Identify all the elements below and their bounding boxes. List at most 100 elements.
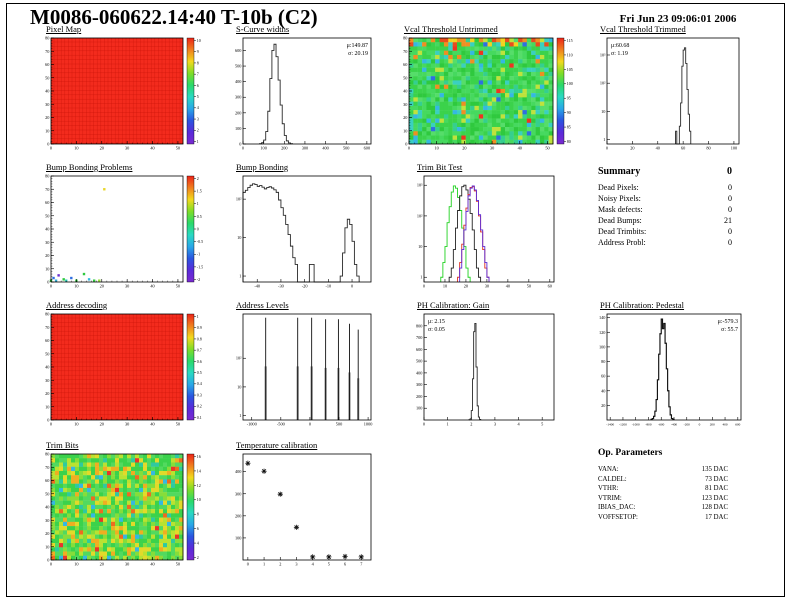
svg-text:40: 40	[506, 283, 510, 288]
panel-ph-gain: PH Calibration: Gain 0 1 2 3 4 5 100 200 300 400 5…	[411, 300, 559, 429]
chart-title: Temperature calibration	[236, 440, 318, 450]
chart-title: Bump Bonding Problems	[46, 162, 133, 172]
svg-text:0.5: 0.5	[197, 370, 202, 375]
svg-text:1: 1	[197, 139, 199, 144]
svg-text:0: 0	[405, 142, 407, 147]
svg-text:4: 4	[312, 561, 315, 566]
svg-text:60: 60	[403, 62, 407, 67]
panel-vcal-untrimmed: Vcal Threshold Untrimmed 115 110 105 100 95 9…	[398, 24, 584, 153]
svg-text:20: 20	[630, 145, 634, 150]
svg-text:110: 110	[567, 52, 573, 57]
svg-text:100: 100	[260, 145, 266, 150]
svg-text:400: 400	[235, 469, 241, 474]
summary-row-label: Dead Trimbits:	[598, 227, 647, 236]
svg-text:20: 20	[100, 145, 104, 150]
svg-text:30: 30	[125, 145, 129, 150]
svg-text:0.3: 0.3	[197, 392, 202, 397]
svg-text:5: 5	[197, 94, 199, 99]
svg-text:-800: -800	[645, 422, 652, 426]
svg-text:-40: -40	[254, 283, 260, 288]
svg-text:5: 5	[541, 421, 543, 426]
op-parameter-row-label: VTHR:	[598, 485, 619, 493]
svg-text:30: 30	[45, 240, 49, 245]
svg-text:20: 20	[403, 115, 407, 120]
trim-bit-test-plot: 0 10 20 30 40 50 60 1 10 10² 10³	[417, 175, 555, 288]
svg-text:50: 50	[527, 283, 531, 288]
svg-text:σ: 1.19: σ: 1.19	[611, 51, 628, 57]
svg-text:500: 500	[416, 359, 422, 364]
svg-text:50: 50	[176, 561, 180, 566]
svg-text:20: 20	[462, 145, 466, 150]
chart-title: Vcal Threshold Untrimmed	[404, 24, 498, 34]
svg-text:40: 40	[150, 145, 154, 150]
svg-text:80: 80	[45, 312, 49, 317]
svg-text:30: 30	[485, 283, 489, 288]
op-parameter-row: VTRIM: 123 DAC	[598, 494, 728, 504]
svg-text:20: 20	[464, 283, 468, 288]
summary-grade: 0	[727, 166, 732, 177]
svg-text:200: 200	[710, 422, 715, 426]
svg-text:-0.5: -0.5	[197, 239, 203, 244]
svg-text:-400: -400	[671, 422, 678, 426]
svg-text:0: 0	[197, 226, 199, 231]
scurve-widths-plot: 0 100 200 300 400 500 6000100200300400500600μ:…	[235, 37, 372, 150]
panel-bump-bonding-problems: Bump Bonding Problems 2 1.5 1 0.5 0 -0.5 -1 -1.…	[40, 162, 214, 291]
op-parameter-row-value: 128 DAC	[701, 504, 728, 512]
svg-text:10²: 10²	[600, 81, 606, 86]
panel-trim-bit-test: Trim Bit Test 0 10 20 30 40 50 60 1 10 10² 10³	[411, 162, 559, 291]
chart-title: Bump Bonding	[236, 162, 289, 172]
svg-text:4: 4	[197, 540, 199, 545]
svg-text:0: 0	[50, 421, 52, 426]
svg-text:95: 95	[567, 96, 571, 101]
svg-text:-2: -2	[197, 277, 200, 282]
summary-row-label: Address Probl:	[598, 238, 646, 247]
op-parameter-row-label: CALDEL:	[598, 475, 627, 483]
svg-text:80: 80	[567, 139, 571, 144]
svg-text:10: 10	[403, 128, 407, 133]
svg-text:0: 0	[699, 422, 701, 426]
svg-text:-1: -1	[197, 252, 200, 257]
svg-text:-1000: -1000	[632, 422, 640, 426]
svg-text:200: 200	[281, 145, 287, 150]
svg-text:100: 100	[235, 535, 241, 540]
svg-text:30: 30	[45, 102, 49, 107]
svg-text:30: 30	[45, 518, 49, 523]
summary-panel: Summary 0 Dead Pixels: 0 Noisy Pixels: 0 Mas…	[598, 166, 740, 248]
svg-text:10: 10	[197, 497, 201, 502]
svg-text:70: 70	[45, 49, 49, 54]
svg-text:20: 20	[45, 253, 49, 258]
chart-title: S-Curve widths	[236, 24, 290, 34]
svg-text:10: 10	[237, 235, 241, 240]
svg-text:1: 1	[603, 137, 605, 142]
svg-text:10³: 10³	[600, 52, 606, 57]
svg-text:80: 80	[45, 174, 49, 179]
svg-text:10: 10	[443, 283, 447, 288]
svg-text:1: 1	[239, 274, 241, 279]
svg-text:40: 40	[601, 388, 605, 393]
summary-row: Noisy Pixels: 0	[598, 193, 740, 204]
summary-row-label: Dead Bumps:	[598, 216, 642, 225]
svg-text:0: 0	[47, 558, 49, 563]
chart-title: Pixel Map	[46, 24, 82, 34]
summary-row-value: 0	[728, 194, 732, 203]
svg-text:0: 0	[408, 145, 410, 150]
op-parameters-title: Op. Parameters	[598, 448, 663, 458]
svg-text:105: 105	[567, 67, 573, 72]
svg-text:8: 8	[197, 512, 199, 517]
svg-text:0.6: 0.6	[197, 359, 202, 364]
svg-text:10: 10	[74, 421, 78, 426]
svg-text:4: 4	[197, 105, 199, 110]
svg-text:60: 60	[45, 62, 49, 67]
svg-text:40: 40	[150, 561, 154, 566]
op-parameter-row: VTHR: 81 DAC	[598, 484, 728, 494]
svg-text:70: 70	[45, 465, 49, 470]
svg-text:0: 0	[309, 421, 311, 426]
svg-text:600: 600	[235, 48, 241, 53]
summary-row-label: Noisy Pixels:	[598, 194, 641, 203]
svg-text:-1200: -1200	[619, 422, 627, 426]
svg-text:0.7: 0.7	[197, 348, 202, 353]
svg-text:8: 8	[197, 60, 199, 65]
summary-header: Summary 0	[598, 166, 740, 177]
svg-text:70: 70	[45, 325, 49, 330]
svg-text:10: 10	[74, 145, 78, 150]
